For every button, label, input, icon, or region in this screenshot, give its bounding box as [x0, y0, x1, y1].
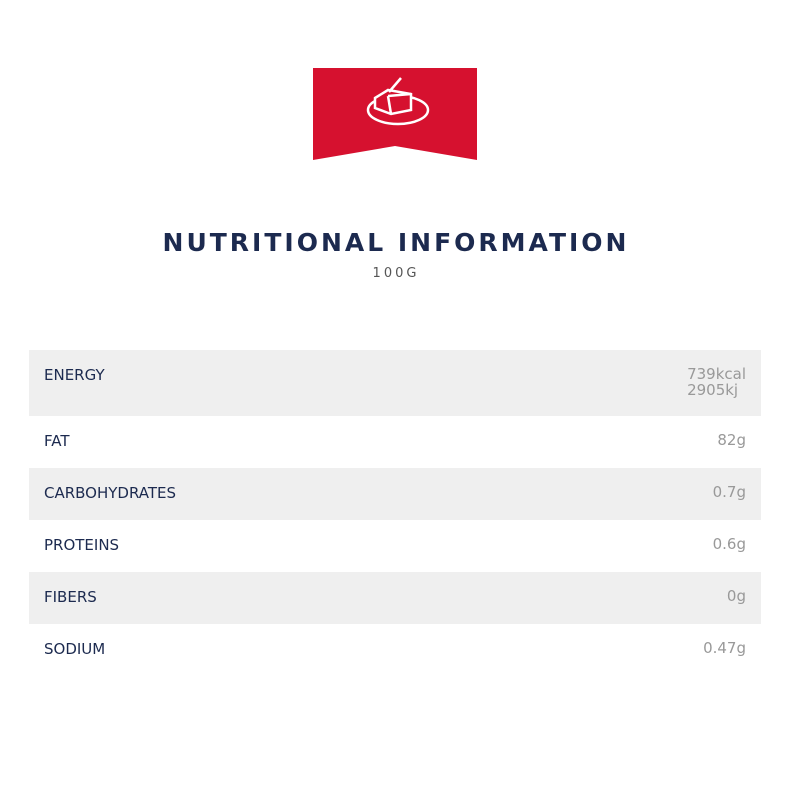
nutrient-label: PROTEINS [44, 536, 120, 554]
table-row: ENERGY 739kcal 2905kj [29, 350, 761, 416]
nutrient-value: 739kcal 2905kj [687, 366, 746, 398]
nutrient-value: 82g [717, 431, 746, 449]
value-line: 739kcal [687, 365, 746, 383]
icon-badge [313, 68, 477, 160]
value-line: 2905kj [687, 381, 739, 399]
subtitle: 100G [372, 266, 420, 281]
table-row: FIBERS 0g [29, 572, 761, 624]
nutrient-label: ENERGY [44, 366, 105, 384]
nutrient-label: FAT [44, 432, 70, 450]
nutrient-value: 0.6g [712, 535, 746, 553]
table-row: PROTEINS 0.6g [29, 520, 761, 572]
nutrition-table: ENERGY 739kcal 2905kj FAT 82g CARBOHYDRATES 0.… [29, 350, 761, 676]
nutrient-value: 0g [726, 587, 746, 605]
nutrient-label: FIBERS [44, 588, 97, 606]
table-row: FAT 82g [29, 416, 761, 468]
title: NUTRITIONAL INFORMATION [162, 228, 630, 257]
table-row: SODIUM 0.47g [29, 624, 761, 676]
table-row: CARBOHYDRATES 0.7g [29, 468, 761, 520]
nutrient-value: 0.7g [712, 483, 746, 501]
nutrient-value: 0.47g [703, 639, 746, 657]
nutrient-label: SODIUM [44, 640, 106, 658]
nutrient-label: CARBOHYDRATES [44, 484, 177, 502]
